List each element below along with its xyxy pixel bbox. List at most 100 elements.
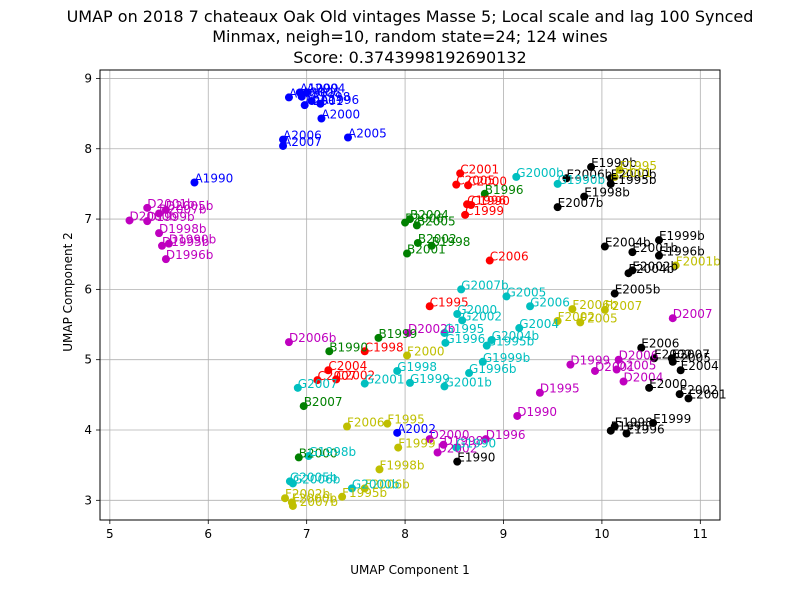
data-point-label: A2007 [283,135,322,149]
x-axis-ticks: 5 6 7 8 9 10 11 [106,520,708,541]
data-point [383,419,392,428]
data-point [155,209,164,218]
data-point-label: G1995 [444,322,484,336]
data-point-label: G2000 [457,303,497,317]
data-point-label: D1996 [486,428,526,442]
data-point-label: E1995 [611,420,649,434]
data-point [478,357,487,366]
data-point [600,305,609,314]
data-point [324,366,333,375]
data-point [299,402,308,411]
data-point [502,292,511,301]
data-point [684,394,693,403]
data-point [610,172,619,181]
data-point-label: G1998b [309,445,356,459]
data-point [606,426,615,435]
data-point [535,388,544,397]
data-point [637,343,646,352]
data-point [427,241,436,250]
data-point-label: G2004 [519,317,559,331]
x-tick-label: 11 [693,527,708,541]
data-point [279,141,288,150]
data-point-label: C2007 [317,369,356,383]
data-point [332,375,341,384]
y-axis-label: UMAP Component 2 [61,232,75,352]
data-point [279,135,288,144]
x-tick-label: 5 [106,527,114,541]
data-point-label: E2002 [680,383,718,397]
data-point [526,302,535,311]
data-point-label: E1990 [457,451,495,465]
data-point [456,169,465,178]
data-point-label: D1990 [517,405,557,419]
data-point-label: C1999 [465,204,504,218]
data-points [125,88,693,510]
chart-title-line-3: Score: 0.3743998192690132 [293,48,526,67]
data-point-label: D2004 [624,370,664,384]
data-point-label: C1996 [467,193,506,207]
data-point-label: E1996 [627,423,665,437]
data-point-label: E2007 [672,347,710,361]
data-point [576,318,585,327]
data-point-label: B1998 [432,235,471,249]
chart-title-line-2: Minmax, neigh=10, random state=24; 124 w… [212,27,607,46]
data-point [464,181,473,190]
data-point-label: E2000b [611,167,657,181]
data-point-label: F2005 [580,311,617,325]
data-point [403,351,412,360]
data-point [406,378,414,387]
data-point-label: D2005b [166,199,213,213]
data-point [404,328,413,337]
x-tick-label: 10 [594,527,609,541]
data-point-label: D2006b [289,331,336,345]
data-point-label: F2007b [293,495,338,509]
data-point [600,242,609,251]
data-point-label: E1998 [615,415,653,429]
data-point-label: E1998b [584,186,630,200]
data-point-label: G2000b [516,166,563,180]
data-point [360,379,369,388]
data-point [515,324,524,333]
data-point [164,239,173,248]
data-point [610,289,619,298]
data-point-label: G1990b [558,173,605,187]
data-point-label: B2004 [410,208,449,222]
data-point-label: A2004 [307,82,346,96]
plot-area-frame [99,69,721,521]
data-point [458,316,467,325]
data-point-label: F1999 [398,437,435,451]
data-point-label: F2007 [605,299,642,313]
data-point-label: A2001 [305,94,344,108]
data-point-label: B2002 [418,232,457,246]
data-point [453,457,462,466]
data-point-label: E2005 [673,351,711,365]
data-point-label: G1999 [410,372,450,386]
data-point [645,383,654,392]
data-point-label: G2001 [365,373,405,387]
data-point [143,217,152,226]
data-point [433,448,442,457]
data-point-label: C1995 [430,295,469,309]
data-point-label: E2004b [628,262,674,276]
x-tick-label: 8 [401,527,409,541]
data-point [675,390,684,399]
chart-title-line-1: UMAP on 2018 7 chateaux Oak Old vintages… [67,7,754,26]
data-point [668,314,677,323]
data-point-label: F1998b [379,458,424,472]
data-point [425,435,434,444]
data-point-label: F2002 [558,310,595,324]
data-point [440,382,449,391]
data-point-label: C1990 [471,194,510,208]
data-point-label: A1998 [312,90,351,104]
data-point [650,354,659,363]
data-point-label: D2001 [595,360,635,374]
data-point [143,203,152,212]
data-point [344,133,352,142]
y-tick-label: 3 [84,493,92,507]
data-point-label: A1996 [289,86,328,100]
data-point [161,205,170,214]
data-point [568,305,577,314]
data-point-label: D2007b [159,202,206,216]
